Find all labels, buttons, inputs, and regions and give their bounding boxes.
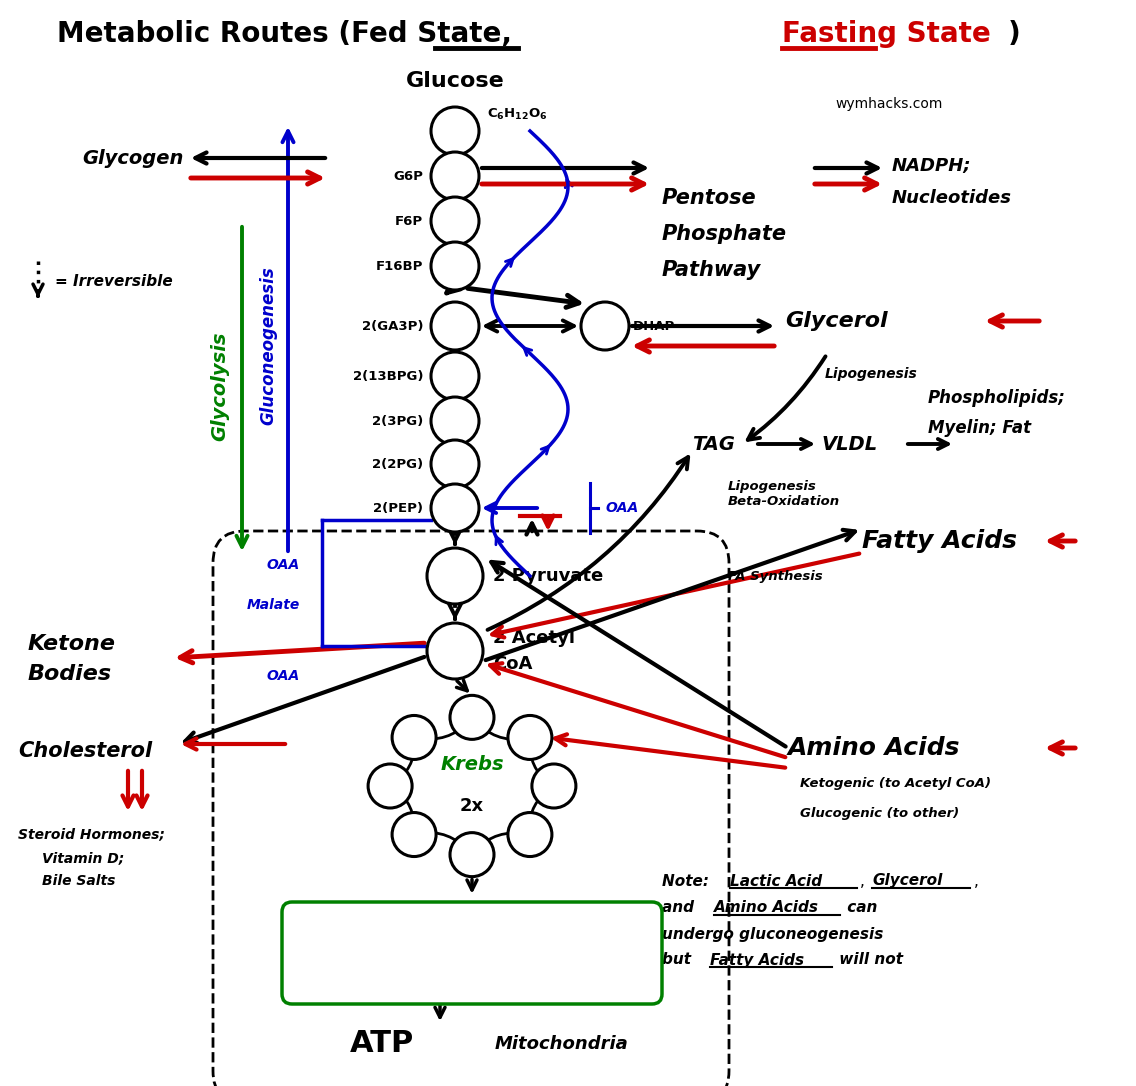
Text: = Irreversible: = Irreversible	[55, 274, 173, 289]
Circle shape	[431, 108, 479, 155]
Text: F16BP: F16BP	[376, 260, 423, 273]
Text: Malate: Malate	[247, 597, 300, 611]
Text: but: but	[662, 952, 696, 968]
Text: 2(GA3P): 2(GA3P)	[361, 319, 423, 332]
Text: ,: ,	[860, 873, 870, 888]
Text: Phospholipids;: Phospholipids;	[928, 389, 1066, 407]
Text: Pathway: Pathway	[662, 260, 761, 280]
Circle shape	[450, 695, 494, 740]
Circle shape	[427, 548, 483, 604]
Text: OAA: OAA	[267, 557, 300, 571]
Circle shape	[532, 763, 576, 808]
Text: 2x: 2x	[460, 797, 484, 814]
Text: 2(13BPG): 2(13BPG)	[352, 369, 423, 382]
Text: F6P: F6P	[395, 215, 423, 227]
Circle shape	[431, 197, 479, 245]
Text: ): )	[1008, 20, 1021, 48]
Text: OAA: OAA	[605, 501, 638, 515]
Text: Chemiosmosis): Chemiosmosis)	[414, 969, 531, 983]
Text: Cholesterol: Cholesterol	[18, 741, 152, 761]
Circle shape	[508, 812, 552, 857]
Text: will not: will not	[834, 952, 903, 968]
Text: Myelin; Fat: Myelin; Fat	[928, 419, 1031, 437]
Circle shape	[450, 833, 494, 876]
Text: G6P: G6P	[393, 169, 423, 182]
Text: Glucose: Glucose	[406, 71, 504, 91]
Text: Bodies: Bodies	[28, 664, 112, 684]
Text: Bile Salts: Bile Salts	[42, 874, 116, 888]
Text: Ketogenic (to Acetyl CoA): Ketogenic (to Acetyl CoA)	[800, 776, 991, 790]
Text: 2(3PG): 2(3PG)	[371, 415, 423, 428]
Text: 2(2PG): 2(2PG)	[371, 457, 423, 470]
Circle shape	[427, 623, 483, 679]
Circle shape	[392, 716, 436, 759]
Text: Fasting State: Fasting State	[782, 20, 991, 48]
Text: ATP: ATP	[350, 1030, 415, 1059]
Text: NADPH;: NADPH;	[892, 157, 971, 175]
Text: Metabolic Routes (Fed State,: Metabolic Routes (Fed State,	[57, 20, 521, 48]
Text: CoA: CoA	[493, 655, 533, 673]
Text: Glycolysis: Glycolysis	[210, 331, 229, 441]
Text: Mitochondria: Mitochondria	[495, 1035, 628, 1053]
Text: 2(PEP): 2(PEP)	[373, 502, 423, 515]
FancyBboxPatch shape	[282, 902, 662, 1003]
Text: Pentose: Pentose	[662, 188, 757, 209]
Text: (Electron Transport Chain +: (Electron Transport Chain +	[364, 946, 580, 960]
Text: Fatty Acids: Fatty Acids	[862, 529, 1017, 553]
Text: $\mathbf{C_6H_{12}O_6}$: $\mathbf{C_6H_{12}O_6}$	[487, 106, 548, 122]
Text: DHAP: DHAP	[633, 319, 675, 332]
Text: Ketone: Ketone	[28, 634, 116, 654]
Text: wymhacks.com: wymhacks.com	[835, 97, 943, 111]
Text: Vitamin D;: Vitamin D;	[42, 851, 124, 866]
Text: Glycerol: Glycerol	[785, 311, 887, 331]
Circle shape	[508, 716, 552, 759]
Circle shape	[431, 397, 479, 445]
Circle shape	[392, 812, 436, 857]
Circle shape	[368, 763, 412, 808]
Text: Beta-Oxidation: Beta-Oxidation	[728, 494, 841, 507]
Circle shape	[431, 242, 479, 290]
Text: Lipogenesis: Lipogenesis	[728, 480, 817, 492]
Circle shape	[580, 302, 629, 350]
Text: Amino Acids: Amino Acids	[715, 900, 819, 915]
Text: FA Synthesis: FA Synthesis	[728, 569, 822, 582]
Text: Krebs: Krebs	[440, 755, 503, 773]
Text: NADH/FADH2: NADH/FADH2	[484, 900, 582, 913]
Text: Note:: Note:	[662, 873, 715, 888]
Text: Lipogenesis: Lipogenesis	[825, 367, 918, 381]
Text: VLDL: VLDL	[822, 434, 878, 454]
Text: ,: ,	[974, 873, 979, 888]
Text: Gluconeogenesis: Gluconeogenesis	[259, 267, 277, 426]
Text: and: and	[662, 900, 700, 915]
Text: Glucogenic (to other): Glucogenic (to other)	[800, 807, 959, 820]
Text: Oxidative Phosphorylation: Oxidative Phosphorylation	[358, 922, 586, 937]
Text: OAA: OAA	[267, 669, 300, 683]
Text: Fatty Acids: Fatty Acids	[710, 952, 804, 968]
Text: Phosphate: Phosphate	[662, 224, 787, 244]
Text: 2 Pyruvate: 2 Pyruvate	[493, 567, 603, 585]
Text: Lactic Acid: Lactic Acid	[730, 873, 822, 888]
Text: can: can	[842, 900, 877, 915]
Text: Glycogen: Glycogen	[82, 149, 183, 167]
Circle shape	[431, 302, 479, 350]
Circle shape	[431, 352, 479, 400]
Text: TAG: TAG	[692, 434, 735, 454]
Circle shape	[431, 440, 479, 488]
Text: Amino Acids: Amino Acids	[788, 736, 961, 760]
Text: Glycerol: Glycerol	[872, 873, 943, 888]
Text: 2 Acetyl: 2 Acetyl	[493, 629, 575, 647]
Text: Nucleotides: Nucleotides	[892, 189, 1012, 207]
Circle shape	[431, 152, 479, 200]
Text: undergo gluconeogenesis: undergo gluconeogenesis	[662, 926, 884, 942]
Text: Steroid Hormones;: Steroid Hormones;	[18, 828, 165, 841]
Circle shape	[431, 484, 479, 532]
